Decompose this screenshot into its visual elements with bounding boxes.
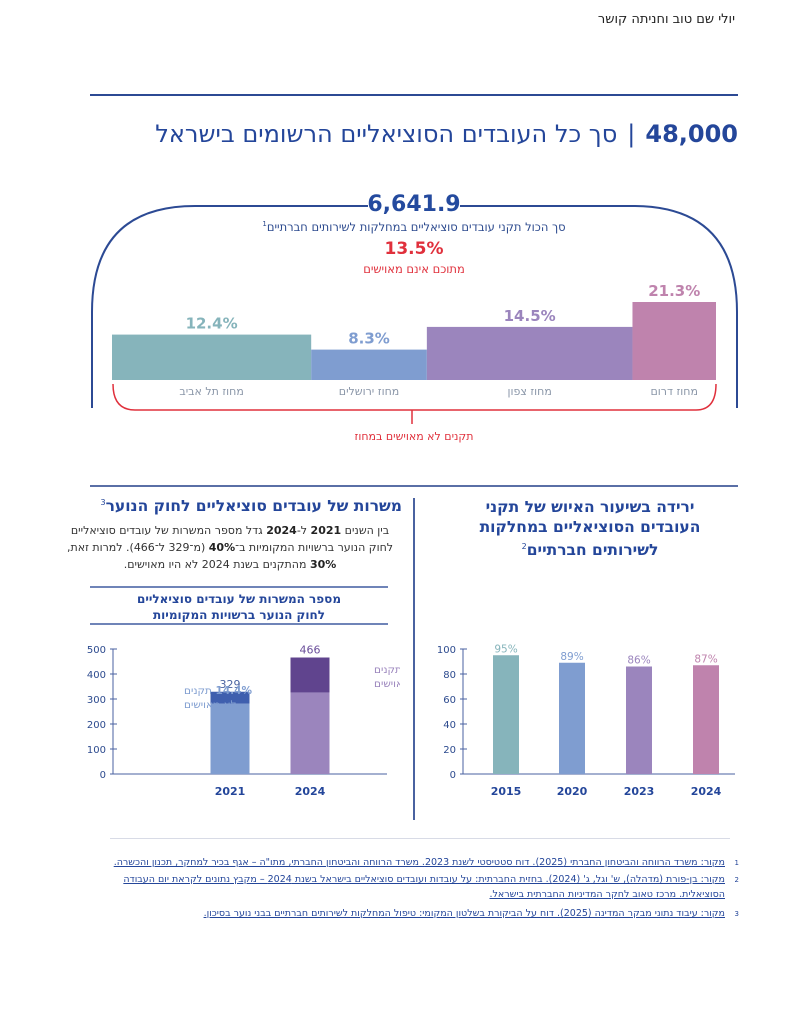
- y-tick-label: 20: [443, 745, 456, 756]
- region-bar-value: 21.3%: [648, 282, 700, 300]
- annotation-2024-line2: לא מאוישים: [374, 678, 400, 690]
- staffing-rate-chart: 0 20 40 60 80 100 95% 2015 89% 2020 86% 2023 87% 2024: [437, 643, 735, 798]
- footnote-1-link[interactable]: מקור: משרד הרווחה והביטחון החברתי (2025)…: [113, 857, 725, 868]
- region-bar: [112, 334, 312, 380]
- x-tick-label: 2024: [295, 785, 326, 798]
- region-name: מחוז דרום: [650, 385, 697, 398]
- author-names: יולי שם טוב וחניתה קושר: [597, 12, 735, 27]
- stacked-bar-unstaffed: [210, 691, 250, 704]
- rate-bar-value: 86%: [627, 655, 650, 667]
- footnote-3: 3 מקור: עיבוד נתוני מבקר המדינה (2025). …: [99, 906, 739, 922]
- footnote-1: 1 מקור: משרד הרווחה והביטחון החברתי (202…: [99, 855, 739, 871]
- annotation-2024-line1: 30% תקנים: [374, 664, 400, 676]
- headline-number: 48,000: [645, 120, 738, 148]
- rate-bar-value: 95%: [494, 643, 517, 655]
- region-name: מחוז תל אביב: [179, 385, 243, 398]
- y-tick-label: 100: [437, 645, 456, 656]
- total-positions: 6,641.9: [367, 192, 461, 217]
- y-tick-label: 200: [87, 720, 106, 731]
- right-section-title: ירידה בשיעור האיוש של תקני העובדים הסוצי…: [479, 498, 701, 560]
- rate-bar: [626, 666, 652, 774]
- subchart-rule-top: [90, 586, 388, 588]
- frame-left-arc: [91, 205, 368, 408]
- y-tick-label: 500: [87, 645, 106, 656]
- rate-bar: [559, 662, 585, 774]
- left-section-title: משרות של עובדים סוציאליים לחוק הנוער3: [100, 497, 402, 515]
- x-tick-label: 2024: [691, 785, 722, 798]
- region-bar-value: 14.5%: [504, 307, 556, 325]
- rate-bar: [693, 665, 719, 774]
- rate-bar-value: 89%: [560, 651, 583, 663]
- annotation-2021-line2: לא מאוישים: [184, 699, 236, 711]
- region-bar: [311, 349, 427, 380]
- stacked-bar-staffed: [290, 692, 330, 774]
- region-bar: [632, 302, 716, 380]
- total-positions-label: סך הכול תקני עובדים סוציאליים במחלקות לש…: [262, 220, 566, 234]
- brace-label: תקנים לא מאוישים במחוז: [354, 430, 474, 443]
- region-frame: 12.4% מחוז תל אביב 8.3% מחוז ירושלים 14.5% מח…: [91, 205, 738, 424]
- region-name: מחוז צפון: [507, 385, 551, 398]
- footnote-ref-3: 3: [100, 497, 106, 507]
- section-vertical-divider: [413, 498, 415, 820]
- region-bar: [426, 326, 633, 380]
- subchart-rule-bottom: [90, 623, 388, 625]
- x-tick-label: 2023: [624, 785, 655, 798]
- footnote-2-link[interactable]: מקור: בן-פורת (מדהלה), ש' וגל, ג' (2024)…: [123, 874, 725, 900]
- bar-total-label: 466: [300, 644, 321, 657]
- mid-divider: [90, 485, 738, 487]
- footnote-3-link[interactable]: מקור: עיבוד נתוני מבקר המדינה (2025). דו…: [203, 908, 725, 919]
- region-bar-value: 8.3%: [348, 330, 390, 348]
- annotation-2021-line1: 14.4% תקנים: [184, 685, 252, 697]
- stacked-bar-unstaffed: [290, 657, 330, 693]
- region-name: מחוז ירושלים: [339, 385, 399, 398]
- brace-red: [112, 383, 717, 411]
- headline: 48,000 | סך כל העובדים הסוציאליים הרשומים …: [90, 120, 738, 148]
- rate-bar-value: 87%: [694, 653, 717, 665]
- region-bars: 12.4% מחוז תל אביב 8.3% מחוז ירושלים 14.5% מח…: [112, 282, 716, 398]
- left-section-body: בין השנים 2021 ל-2024 גדל מספר המשרות של…: [66, 524, 394, 571]
- y-tick-label: 0: [450, 770, 456, 781]
- x-tick-label: 2021: [215, 785, 246, 798]
- y-tick-label: 400: [87, 670, 106, 681]
- x-tick-label: 2015: [491, 785, 522, 798]
- footnote-ref-1: 1: [262, 220, 267, 229]
- y-tick-label: 60: [443, 695, 456, 706]
- frame-right-arc: [460, 205, 738, 408]
- y-tick-label: 0: [100, 770, 106, 781]
- y-tick-label: 100: [87, 745, 106, 756]
- y-tick-label: 300: [87, 695, 106, 706]
- youth-chart-title: מספר המשרות של עובדים סוציאליים לחוק הנו…: [136, 592, 342, 622]
- stacked-bar-staffed: [210, 703, 250, 774]
- unstaffed-percent: 13.5%: [384, 239, 444, 259]
- y-tick-label: 80: [443, 670, 456, 681]
- rate-bar: [493, 655, 519, 774]
- footer-divider: [110, 838, 730, 839]
- top-divider: [90, 94, 738, 96]
- headline-text: סך כל העובדים הסוציאליים הרשומים בישראל: [155, 120, 618, 148]
- youth-law-chart: 0 100 200 300 400 500 329 2021 466 2024 14.4% תקני…: [87, 644, 400, 799]
- region-bar-value: 12.4%: [186, 315, 238, 333]
- unstaffed-label: מתוכם אינם מאוישים: [363, 262, 465, 276]
- x-tick-label: 2020: [557, 785, 588, 798]
- bar-total-label: 329: [220, 678, 241, 691]
- y-tick-label: 40: [443, 720, 456, 731]
- footnote-2: 2 מקור: בן-פורת (מדהלה), ש' וגל, ג' (202…: [99, 872, 739, 902]
- footnote-ref-2: 2: [521, 542, 527, 551]
- headline-separator: |: [627, 120, 636, 148]
